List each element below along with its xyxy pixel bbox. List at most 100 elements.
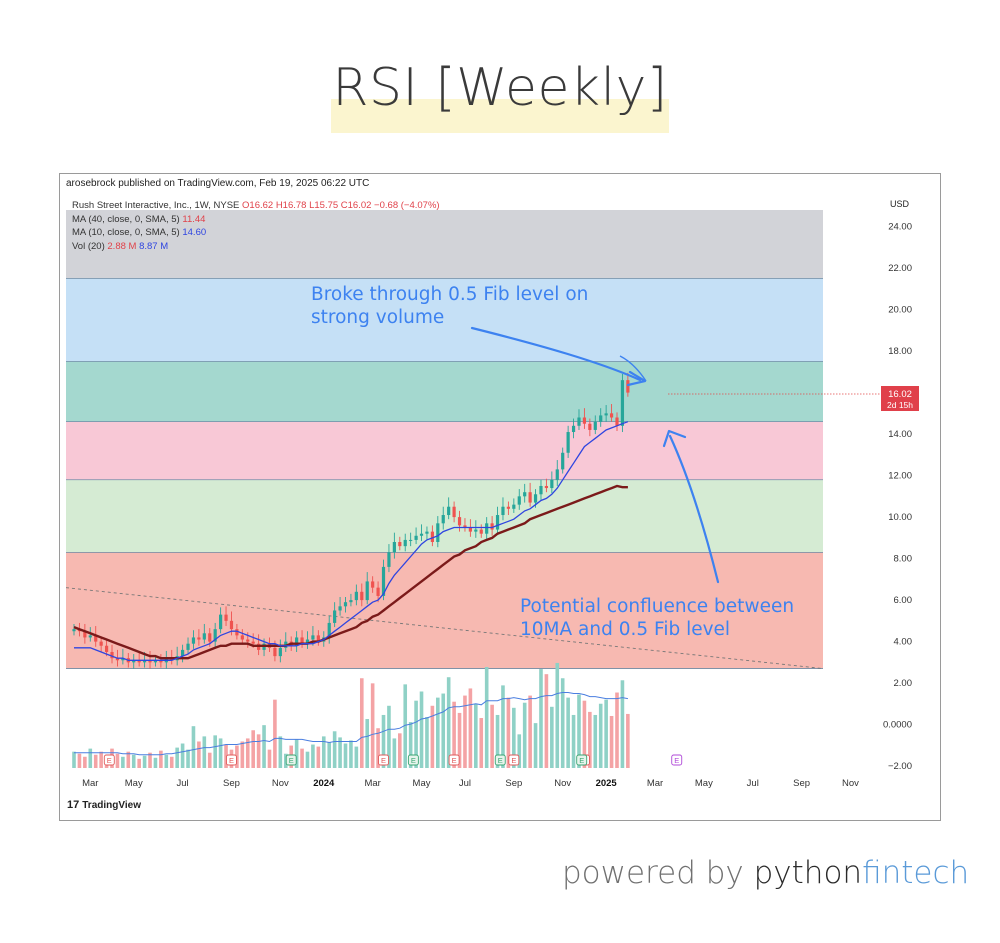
volume-bar bbox=[359, 678, 364, 768]
ma40-line bbox=[73, 484, 628, 660]
candle bbox=[186, 637, 190, 655]
volume-bar bbox=[121, 756, 125, 768]
x-tick-label: Mar bbox=[364, 778, 380, 789]
volume-bar bbox=[332, 731, 337, 768]
x-tick-label: Nov bbox=[272, 778, 289, 789]
ma10-line bbox=[74, 421, 629, 661]
published-line: arosebrock published on TradingView.com,… bbox=[66, 178, 370, 189]
candle bbox=[219, 607, 223, 634]
candle bbox=[104, 639, 109, 657]
y-tick-label: 24.00 bbox=[888, 222, 912, 233]
title-highlight bbox=[331, 99, 669, 133]
volume-bar bbox=[609, 715, 614, 768]
candle bbox=[571, 418, 576, 439]
volume-bar bbox=[169, 756, 174, 768]
candle bbox=[278, 639, 282, 663]
x-tick-label: Sep bbox=[505, 778, 522, 789]
volume-bar bbox=[604, 699, 608, 768]
svg-text:E: E bbox=[511, 756, 516, 765]
candle bbox=[620, 373, 625, 433]
volume-bar bbox=[620, 680, 625, 768]
candle bbox=[354, 584, 358, 606]
currency-label: USD bbox=[890, 199, 910, 209]
arrow-confluence bbox=[668, 434, 720, 584]
candle bbox=[561, 447, 565, 474]
y-tick-label: 12.00 bbox=[888, 471, 912, 482]
candle bbox=[441, 506, 445, 530]
last-price-label: 16.02 bbox=[888, 389, 912, 400]
svg-text:E: E bbox=[381, 756, 386, 765]
volume-bar bbox=[278, 736, 283, 768]
fib-zone-0 bbox=[66, 210, 823, 279]
candle bbox=[338, 596, 342, 616]
arrow-confluence-head bbox=[662, 429, 687, 448]
volume-bar bbox=[392, 738, 397, 768]
volume-bar bbox=[560, 678, 565, 768]
candle bbox=[479, 524, 483, 538]
legend-ma40: MA (40, close, 0, SMA, 5) 11.44 bbox=[72, 213, 206, 225]
x-tick-label: Jul bbox=[459, 778, 471, 789]
y-tick-label: 14.00 bbox=[888, 429, 912, 440]
candle bbox=[566, 425, 570, 458]
candle bbox=[392, 532, 396, 559]
earnings-marker: E bbox=[285, 754, 297, 766]
volume-bar bbox=[544, 674, 549, 768]
legend-ma10: MA (10, close, 0, SMA, 5) 14.60 bbox=[72, 227, 207, 238]
volume-bar bbox=[555, 662, 560, 768]
tradingview-logo[interactable]: 17 TradingView bbox=[67, 799, 141, 811]
volume-bar bbox=[463, 695, 467, 768]
volume-bar bbox=[115, 753, 120, 768]
candle bbox=[316, 630, 320, 646]
y-tick-label: 20.00 bbox=[888, 305, 912, 316]
fib-zone-3 bbox=[66, 421, 823, 480]
candle bbox=[582, 408, 587, 429]
volume-bar bbox=[213, 735, 217, 768]
volume-bar bbox=[349, 740, 353, 768]
volume-bar bbox=[468, 688, 473, 768]
x-tick-label: Nov bbox=[554, 778, 571, 789]
volume-bar bbox=[452, 701, 456, 768]
volume-bar bbox=[550, 706, 554, 768]
volume-bar bbox=[615, 692, 619, 768]
candle bbox=[295, 631, 299, 652]
volume-bar bbox=[180, 743, 185, 768]
volume-bar bbox=[300, 748, 304, 768]
fib-zone-2 bbox=[66, 361, 823, 422]
x-tick-label: Mar bbox=[647, 778, 663, 789]
volume-bar bbox=[186, 749, 190, 768]
volume-bar bbox=[245, 738, 250, 768]
candle bbox=[517, 489, 521, 510]
volume-bar bbox=[528, 695, 532, 768]
candle bbox=[588, 418, 592, 437]
arrow-breakout-head bbox=[626, 370, 647, 387]
y-tick-label: 18.00 bbox=[888, 346, 912, 357]
volume-bar bbox=[131, 754, 136, 768]
candle bbox=[110, 644, 114, 664]
earnings-marker: E bbox=[494, 754, 506, 766]
volume-bar bbox=[294, 739, 299, 768]
volume-bar bbox=[153, 757, 158, 768]
volume-bar bbox=[588, 711, 592, 768]
volume-bar bbox=[495, 714, 500, 768]
candle bbox=[387, 544, 391, 573]
candle bbox=[550, 471, 554, 494]
volume-ma-line bbox=[74, 692, 628, 756]
candle bbox=[305, 631, 310, 649]
volume-bar bbox=[338, 737, 342, 768]
trendline bbox=[65, 587, 824, 670]
volume-bar bbox=[501, 685, 505, 768]
candle bbox=[181, 644, 185, 663]
candle bbox=[414, 527, 418, 545]
candle bbox=[615, 412, 619, 431]
svg-text:E: E bbox=[107, 756, 112, 765]
volume-bar bbox=[387, 705, 391, 768]
fib-zone-1 bbox=[66, 278, 823, 362]
annotation-confluence: Potential confluence between 10MA and 0.… bbox=[520, 596, 795, 640]
earnings-marker: E bbox=[448, 754, 460, 766]
candle bbox=[425, 526, 429, 540]
candle bbox=[371, 576, 375, 593]
svg-text:E: E bbox=[289, 756, 294, 765]
volume-bar bbox=[414, 700, 418, 768]
earnings-marker-upcoming: E bbox=[671, 754, 683, 766]
